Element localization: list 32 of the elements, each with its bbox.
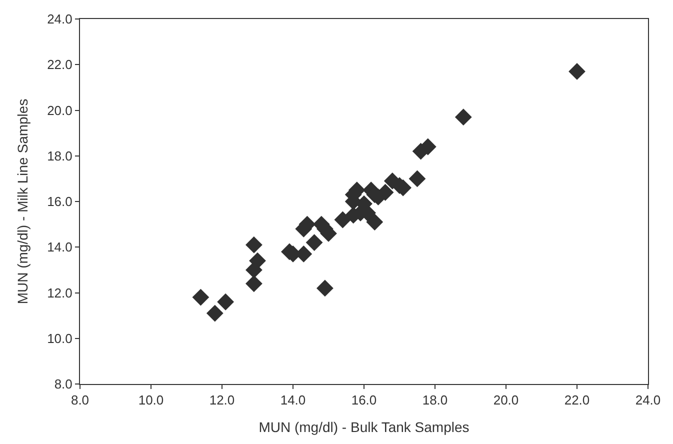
point — [206, 304, 224, 322]
point — [454, 108, 472, 126]
y-tick-label: 10.0 — [47, 330, 72, 346]
point — [366, 214, 384, 230]
x-axis-title: MUN (mg/dl) - Bulk Tank Samples — [258, 418, 470, 435]
x-tick-label: 8.0 — [70, 392, 90, 408]
y-tick-label: 14.0 — [47, 240, 72, 255]
y-tick-label: 18.0 — [47, 148, 72, 164]
y-tick-label: 22.0 — [47, 57, 72, 72]
x-tick-label: 22.0 — [564, 392, 590, 408]
y-axis-title: MUN (mg/dl) - Milk Line Samples — [14, 98, 31, 304]
x-tick-label: 20.0 — [493, 392, 519, 408]
point — [192, 288, 210, 306]
x-tick-label: 24.0 — [635, 392, 661, 408]
point — [316, 280, 334, 297]
y-tick-label: 16.0 — [47, 194, 72, 210]
x-tick-label: 10.0 — [138, 392, 164, 408]
point — [568, 63, 586, 80]
x-tick-label: 14.0 — [280, 392, 306, 408]
point — [306, 234, 323, 252]
point — [246, 236, 262, 254]
y-tick-label: 20.0 — [47, 102, 72, 118]
point — [408, 170, 426, 188]
x-tick-label: 12.0 — [209, 392, 235, 408]
y-tick-label: 8.0 — [54, 376, 72, 392]
x-tick-label: 18.0 — [422, 392, 448, 408]
x-tick-label: 16.0 — [351, 392, 377, 408]
y-tick-label: 12.0 — [47, 285, 72, 300]
point — [334, 211, 352, 228]
point — [246, 275, 262, 292]
y-tick-label: 24.0 — [47, 12, 72, 27]
point — [217, 293, 234, 310]
